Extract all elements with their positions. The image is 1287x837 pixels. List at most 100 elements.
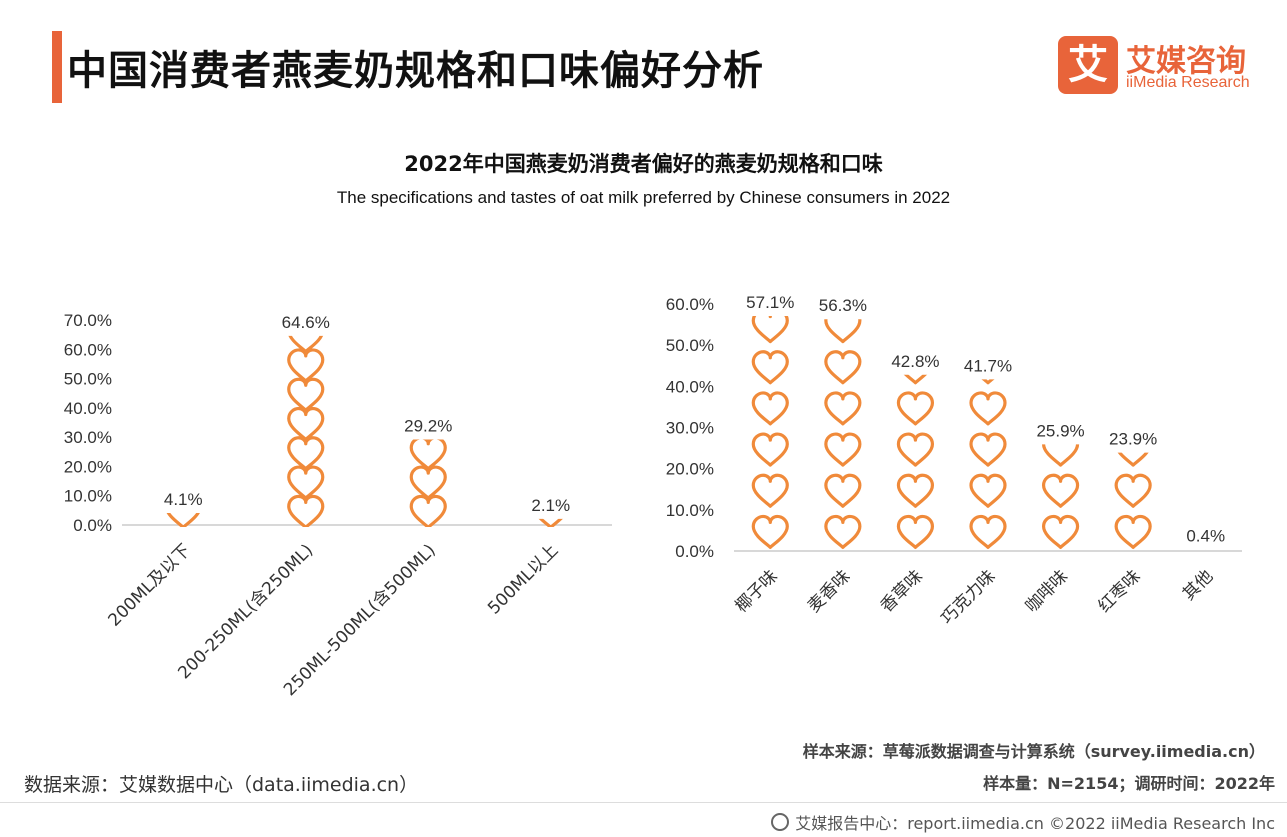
copyright-text: 艾媒报告中心：report.iimedia.cn ©2022 iiMedia R… (795, 814, 1275, 833)
x-category-label: 巧克力味 (937, 566, 999, 628)
flavor-preference-chart: 0.0% 10.0% 20.0% 30.0% 40.0% 50.0% 60.0% 57.1% 椰… (666, 293, 1242, 629)
heart-icon (751, 315, 789, 344)
heart-icon (969, 514, 1007, 550)
x-category-label: 香草味 (877, 566, 927, 616)
heart-bar (751, 315, 789, 550)
chart-title: 2022年中国燕麦奶消费者偏好的燕麦奶规格和口味 (404, 152, 883, 176)
heart-bar (969, 379, 1007, 550)
x-category-label: 麦香味 (804, 566, 854, 616)
heart-icon (287, 348, 325, 383)
heart-icon (896, 391, 935, 426)
size-preference-chart: 0.0% 10.0% 20.0% 30.0% 40.0% 50.0% 60.0% 70.0% 4… (64, 311, 612, 700)
heart-icon (287, 465, 325, 500)
x-category-label: 500ML以上 (484, 540, 562, 618)
x-category-label: 咖啡味 (1022, 566, 1072, 616)
heart-icon (969, 473, 1007, 508)
y-tick-label: 20.0% (666, 460, 714, 479)
x-category-label: 200ML及以下 (105, 540, 195, 630)
heart-bar (896, 374, 935, 550)
heart-icon (896, 432, 935, 467)
heart-icon (1114, 514, 1152, 550)
heart-icon (824, 432, 862, 467)
heart-bar (166, 512, 200, 528)
y-tick-label: 40.0% (666, 377, 714, 396)
page-title: 中国消费者燕麦奶规格和口味偏好分析 (67, 48, 764, 94)
heart-icon (824, 319, 862, 344)
data-label: 64.6% (282, 313, 330, 332)
logo-chinese-name: 艾媒咨询 (1126, 44, 1246, 79)
data-label: 56.3% (819, 296, 867, 315)
footer-divider (0, 802, 1287, 803)
heart-icon (903, 374, 927, 385)
sample-source-note: 样本来源：草莓派数据调查与计算系统（survey.iimedia.cn） (802, 742, 1265, 761)
heart-bar (538, 518, 563, 527)
heart-icon (824, 514, 862, 550)
y-tick-label: 0.0% (73, 516, 112, 535)
data-label: 29.2% (404, 416, 452, 435)
heart-icon (409, 494, 447, 527)
sample-size-note: 样本量：N=2154；调研时间：2022年 (983, 774, 1275, 793)
heart-bar (287, 335, 325, 528)
y-tick-label: 0.0% (675, 542, 714, 561)
data-label: 25.9% (1036, 421, 1084, 440)
title-accent-bar (52, 31, 62, 103)
globe-icon (771, 813, 790, 831)
y-tick-label: 10.0% (666, 501, 714, 520)
data-label: 42.8% (891, 352, 939, 371)
y-tick-label: 30.0% (64, 428, 112, 447)
heart-icon (751, 473, 789, 508)
heart-icon (287, 377, 325, 412)
heart-icon (409, 465, 447, 500)
x-category-label: 红枣味 (1094, 566, 1144, 616)
heart-icon (824, 391, 862, 426)
y-tick-label: 40.0% (64, 399, 112, 418)
heart-icon (969, 432, 1007, 467)
y-tick-label: 60.0% (666, 295, 714, 314)
y-tick-label: 50.0% (64, 370, 112, 389)
heart-icon (1117, 452, 1149, 467)
y-tick-label: 30.0% (666, 419, 714, 438)
brand-logo: 艾 艾媒咨询 iiMedia Research (1058, 36, 1263, 96)
x-category-label: 200-250ML(含250ML) (174, 540, 317, 683)
heart-icon (896, 514, 935, 550)
logo-mark-icon: 艾 (1058, 36, 1118, 94)
heart-icon (1114, 473, 1152, 508)
heart-icon (751, 432, 789, 467)
heart-icon (824, 473, 862, 508)
data-source-note: 数据来源：艾媒数据中心（data.iimedia.cn） (24, 774, 419, 796)
data-label: 41.7% (964, 356, 1012, 375)
data-label: 4.1% (164, 490, 203, 509)
heart-icon (824, 350, 862, 385)
y-tick-label: 20.0% (64, 457, 112, 476)
heart-icon (287, 436, 325, 471)
heart-icon (751, 350, 789, 385)
logo-english-name: iiMedia Research (1126, 74, 1250, 91)
heart-icon (1041, 514, 1080, 550)
y-tick-label: 60.0% (64, 340, 112, 359)
heart-icon (751, 391, 789, 426)
heart-icon (409, 439, 447, 471)
heart-icon (288, 335, 324, 354)
heart-bar (409, 439, 447, 527)
data-label: 23.9% (1109, 430, 1157, 449)
y-tick-label: 50.0% (666, 336, 714, 355)
heart-icon (287, 494, 325, 528)
heart-icon (896, 473, 935, 508)
y-tick-label: 10.0% (64, 487, 112, 506)
heart-bar (824, 319, 862, 550)
heart-icon (1041, 444, 1080, 467)
x-category-label: 椰子味 (732, 566, 782, 616)
heart-icon (538, 518, 563, 527)
heart-icon (287, 406, 325, 442)
x-category-label: 其他 (1179, 566, 1217, 604)
data-label: 0.4% (1186, 526, 1225, 545)
data-label: 2.1% (531, 496, 570, 515)
heart-bar (1114, 452, 1152, 550)
data-label: 57.1% (746, 293, 794, 312)
heart-icon (981, 379, 995, 385)
heart-icon (1041, 473, 1080, 508)
heart-icon (969, 391, 1007, 426)
copyright-bar: 艾媒报告中心：report.iimedia.cn ©2022 iiMedia R… (771, 810, 1275, 834)
heart-bar (1041, 444, 1080, 550)
y-tick-label: 70.0% (64, 311, 112, 330)
